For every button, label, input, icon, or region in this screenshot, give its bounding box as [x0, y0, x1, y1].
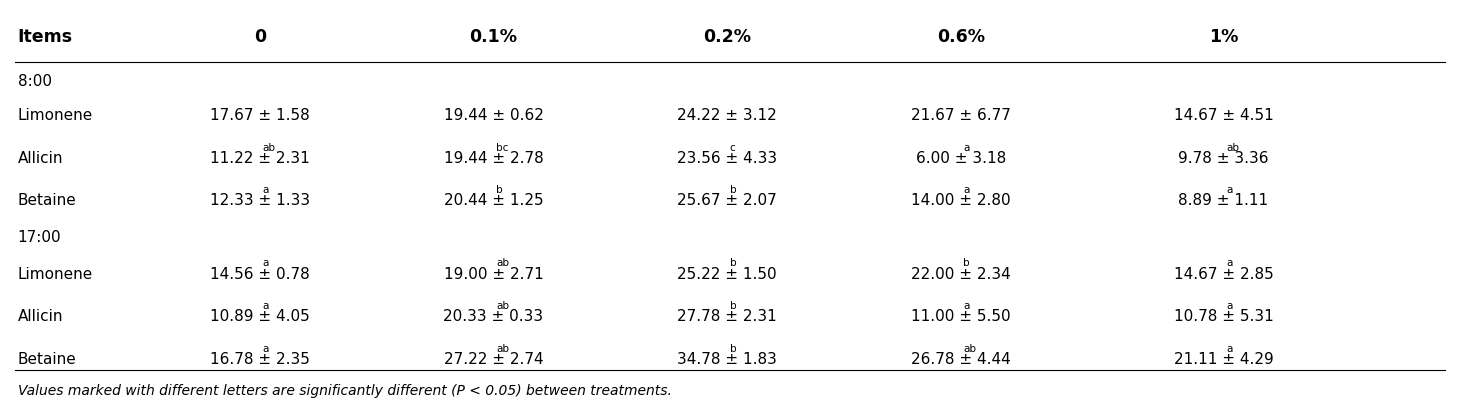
Text: 8.89 ± 1.11: 8.89 ± 1.11	[1178, 193, 1269, 208]
Text: a: a	[263, 301, 269, 310]
Text: 21.67 ± 6.77: 21.67 ± 6.77	[911, 108, 1010, 123]
Text: 34.78 ± 1.83: 34.78 ± 1.83	[677, 351, 777, 366]
Text: 10.78 ± 5.31: 10.78 ± 5.31	[1174, 309, 1273, 323]
Text: ab: ab	[964, 343, 977, 353]
Text: 1%: 1%	[1209, 28, 1238, 45]
Text: 17:00: 17:00	[18, 230, 61, 244]
Text: 14.56 ± 0.78: 14.56 ± 0.78	[210, 266, 310, 281]
Text: 21.11 ± 4.29: 21.11 ± 4.29	[1174, 351, 1273, 366]
Text: Values marked with different letters are significantly different (P < 0.05) betw: Values marked with different letters are…	[18, 383, 672, 396]
Text: a: a	[1226, 301, 1232, 310]
Text: 10.89 ± 4.05: 10.89 ± 4.05	[210, 309, 310, 323]
Text: Betaine: Betaine	[18, 351, 76, 366]
Text: 23.56 ± 4.33: 23.56 ± 4.33	[677, 151, 777, 165]
Text: a: a	[1226, 343, 1232, 353]
Text: a: a	[964, 185, 969, 195]
Text: 20.33 ± 0.33: 20.33 ± 0.33	[444, 309, 543, 323]
Text: 16.78 ± 2.35: 16.78 ± 2.35	[210, 351, 310, 366]
Text: 0: 0	[254, 28, 266, 45]
Text: b: b	[730, 343, 736, 353]
Text: ab: ab	[496, 343, 510, 353]
Text: 25.67 ± 2.07: 25.67 ± 2.07	[677, 193, 777, 208]
Text: a: a	[964, 301, 969, 310]
Text: b: b	[730, 301, 736, 310]
Text: ab: ab	[496, 258, 510, 268]
Text: 11.00 ± 5.50: 11.00 ± 5.50	[911, 309, 1010, 323]
Text: Betaine: Betaine	[18, 193, 76, 208]
Text: bc: bc	[496, 143, 508, 152]
Text: 20.44 ± 1.25: 20.44 ± 1.25	[444, 193, 543, 208]
Text: 26.78 ± 4.44: 26.78 ± 4.44	[911, 351, 1010, 366]
Text: Allicin: Allicin	[18, 309, 63, 323]
Text: 19.44 ± 0.62: 19.44 ± 0.62	[444, 108, 543, 123]
Text: Limonene: Limonene	[18, 266, 93, 281]
Text: 8:00: 8:00	[18, 74, 51, 88]
Text: 14.67 ± 2.85: 14.67 ± 2.85	[1174, 266, 1273, 281]
Text: ab: ab	[1226, 143, 1240, 152]
Text: b: b	[730, 258, 736, 268]
Text: a: a	[263, 343, 269, 353]
Text: 17.67 ± 1.58: 17.67 ± 1.58	[210, 108, 310, 123]
Text: 11.22 ± 2.31: 11.22 ± 2.31	[210, 151, 310, 165]
Text: Limonene: Limonene	[18, 108, 93, 123]
Text: 24.22 ± 3.12: 24.22 ± 3.12	[677, 108, 777, 123]
Text: 0.1%: 0.1%	[470, 28, 517, 45]
Text: 0.2%: 0.2%	[704, 28, 750, 45]
Text: 27.78 ± 2.31: 27.78 ± 2.31	[677, 309, 777, 323]
Text: a: a	[1226, 185, 1232, 195]
Text: ab: ab	[263, 143, 276, 152]
Text: c: c	[730, 143, 736, 152]
Text: b: b	[730, 185, 736, 195]
Text: 12.33 ± 1.33: 12.33 ± 1.33	[210, 193, 310, 208]
Text: b: b	[496, 185, 502, 195]
Text: 14.67 ± 4.51: 14.67 ± 4.51	[1174, 108, 1273, 123]
Text: 27.22 ± 2.74: 27.22 ± 2.74	[444, 351, 543, 366]
Text: 14.00 ± 2.80: 14.00 ± 2.80	[911, 193, 1010, 208]
Text: a: a	[263, 185, 269, 195]
Text: 25.22 ± 1.50: 25.22 ± 1.50	[677, 266, 777, 281]
Text: 19.44 ± 2.78: 19.44 ± 2.78	[444, 151, 543, 165]
Text: b: b	[964, 258, 969, 268]
Text: 0.6%: 0.6%	[937, 28, 984, 45]
Text: Allicin: Allicin	[18, 151, 63, 165]
Text: 6.00 ± 3.18: 6.00 ± 3.18	[915, 151, 1006, 165]
Text: 22.00 ± 2.34: 22.00 ± 2.34	[911, 266, 1010, 281]
Text: Items: Items	[18, 28, 73, 45]
Text: 19.00 ± 2.71: 19.00 ± 2.71	[444, 266, 543, 281]
Text: a: a	[964, 143, 969, 152]
Text: a: a	[1226, 258, 1232, 268]
Text: 9.78 ± 3.36: 9.78 ± 3.36	[1178, 151, 1269, 165]
Text: ab: ab	[496, 301, 510, 310]
Text: a: a	[263, 258, 269, 268]
